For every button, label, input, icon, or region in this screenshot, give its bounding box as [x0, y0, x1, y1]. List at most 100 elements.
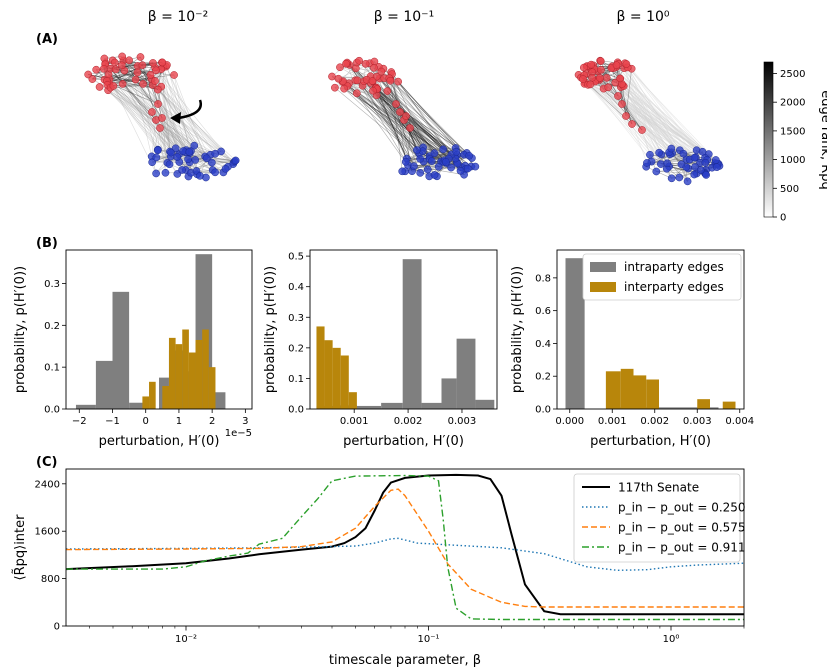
histogram-beta-1e0: 0.000 0.001 0.002 0.003 0.004 0.0 0.2 0.4 0.6 0.8…: [510, 249, 754, 449]
legend-swatch: [590, 262, 616, 272]
histogram-beta-1e-2: −2 −1 0 1 2 3 0.0 0.1 0.2 0.3 perturbation, H′(0) p…: [13, 249, 253, 449]
bar-intraparty: [75, 404, 96, 409]
node-red: [158, 58, 167, 67]
bar-interparty: [202, 329, 209, 409]
y-tick-label: 0.8: [535, 273, 551, 284]
axes-frame: [65, 249, 253, 410]
node-blue: [190, 141, 199, 150]
node-blue: [657, 160, 665, 168]
bar-interparty: [149, 381, 156, 409]
node-red: [377, 67, 386, 76]
y-tick-label: 0.0: [288, 405, 304, 416]
node-blue: [202, 154, 211, 163]
x-tick-label: 0.001: [598, 416, 627, 427]
node-red: [616, 74, 624, 83]
node-blue: [413, 146, 421, 154]
column-title-beta-1e0: β = 10⁰: [617, 9, 670, 25]
bar-interparty: [633, 375, 647, 409]
node-blue: [442, 158, 450, 166]
node-blue: [677, 160, 686, 169]
node-red: [139, 80, 147, 88]
node-blue: [690, 170, 699, 179]
node-blue: [447, 163, 455, 172]
bar-interparty: [188, 352, 196, 409]
y-tick-label: 0.2: [288, 343, 304, 354]
node-red: [597, 66, 605, 74]
node-blue: [701, 158, 710, 167]
node-red: [92, 65, 101, 74]
bar-intraparty: [441, 378, 457, 409]
x-tick-label: 0.002: [640, 416, 669, 427]
node-red: [596, 57, 605, 65]
node-red: [95, 83, 104, 91]
x-tick-label: −2: [72, 416, 87, 427]
node-blue: [401, 157, 410, 166]
node-red: [394, 77, 402, 86]
node-blue: [167, 148, 175, 157]
x-tick-label: 0.003: [683, 416, 712, 427]
y-axis-label: probability, p(H′(0)): [13, 266, 28, 393]
node-red: [383, 87, 392, 95]
arrow-annotation: [177, 99, 202, 120]
bar-interparty: [646, 379, 659, 409]
node-red: [586, 80, 595, 89]
line-chart-edge-rank-vs-beta: 10⁻² 10⁻¹ 10⁰ 0 800 1600 2400 timescale paramet…: [13, 468, 746, 668]
node-red: [149, 59, 157, 67]
node-red: [154, 85, 162, 94]
colorbar-tick-label: 2500: [780, 69, 805, 80]
node-red: [138, 61, 147, 70]
bar-intraparty: [129, 402, 146, 409]
y-axis-label: ⟨R̃pq⟩inter: [13, 514, 28, 581]
node-blue: [231, 156, 240, 165]
colorbar-tick-label: 2000: [780, 98, 805, 109]
series-line-3: [66, 488, 744, 608]
bar-interparty: [168, 337, 176, 409]
node-blue: [667, 144, 676, 153]
colorbar: 0 500 1000 1500 2000 2500 edge rank, R̃pq: [763, 61, 827, 224]
bar-intraparty: [112, 291, 130, 409]
bar-interparty: [340, 355, 349, 409]
bar-intraparty: [95, 360, 113, 409]
histogram-beta-1e-1: 0.001 0.002 0.003 0.0 0.1 0.2 0.3 0.4 0.5 perturb…: [263, 249, 498, 449]
legend-entry: intraparty edges: [624, 260, 724, 274]
node-blue: [208, 158, 216, 167]
node-blue: [430, 171, 439, 179]
node-blue: [173, 153, 182, 161]
node-red: [368, 77, 377, 85]
column-title-beta-1e-2: β = 10⁻²: [148, 9, 208, 25]
arrow-head: [170, 112, 181, 124]
node-blue: [410, 162, 418, 170]
node-red: [331, 83, 339, 92]
node-red: [158, 114, 166, 122]
node-blue: [211, 149, 220, 158]
bar-interparty: [605, 371, 621, 409]
network-nodes: [84, 52, 240, 182]
legend-swatch: [590, 282, 616, 292]
node-blue: [211, 168, 219, 177]
node-blue: [185, 147, 194, 156]
node-red: [133, 68, 142, 77]
node-blue: [711, 156, 720, 164]
x-axis-label: perturbation, H′(0): [590, 434, 711, 449]
node-blue: [456, 167, 465, 175]
node-blue: [416, 154, 424, 163]
colorbar-tick-label: 1000: [780, 155, 805, 166]
node-red: [638, 126, 646, 134]
node-red: [151, 77, 159, 85]
node-red: [602, 74, 611, 82]
node-red: [587, 60, 595, 69]
bar-interparty: [324, 340, 333, 409]
node-red: [361, 60, 370, 68]
bar-intraparty: [608, 407, 719, 409]
node-red: [579, 63, 588, 72]
node-blue: [191, 156, 200, 164]
x-tick-label: 0.004: [725, 416, 754, 427]
column-title-beta-1e-1: β = 10⁻¹: [374, 9, 434, 25]
legend-box: [573, 473, 741, 563]
x-tick-label: 3: [242, 416, 248, 427]
legend-entry: interparty edges: [624, 280, 724, 294]
network-beta-1e0: [574, 56, 724, 186]
node-blue: [675, 173, 684, 182]
y-tick-label: 0.2: [535, 372, 551, 383]
node-red: [99, 65, 108, 73]
